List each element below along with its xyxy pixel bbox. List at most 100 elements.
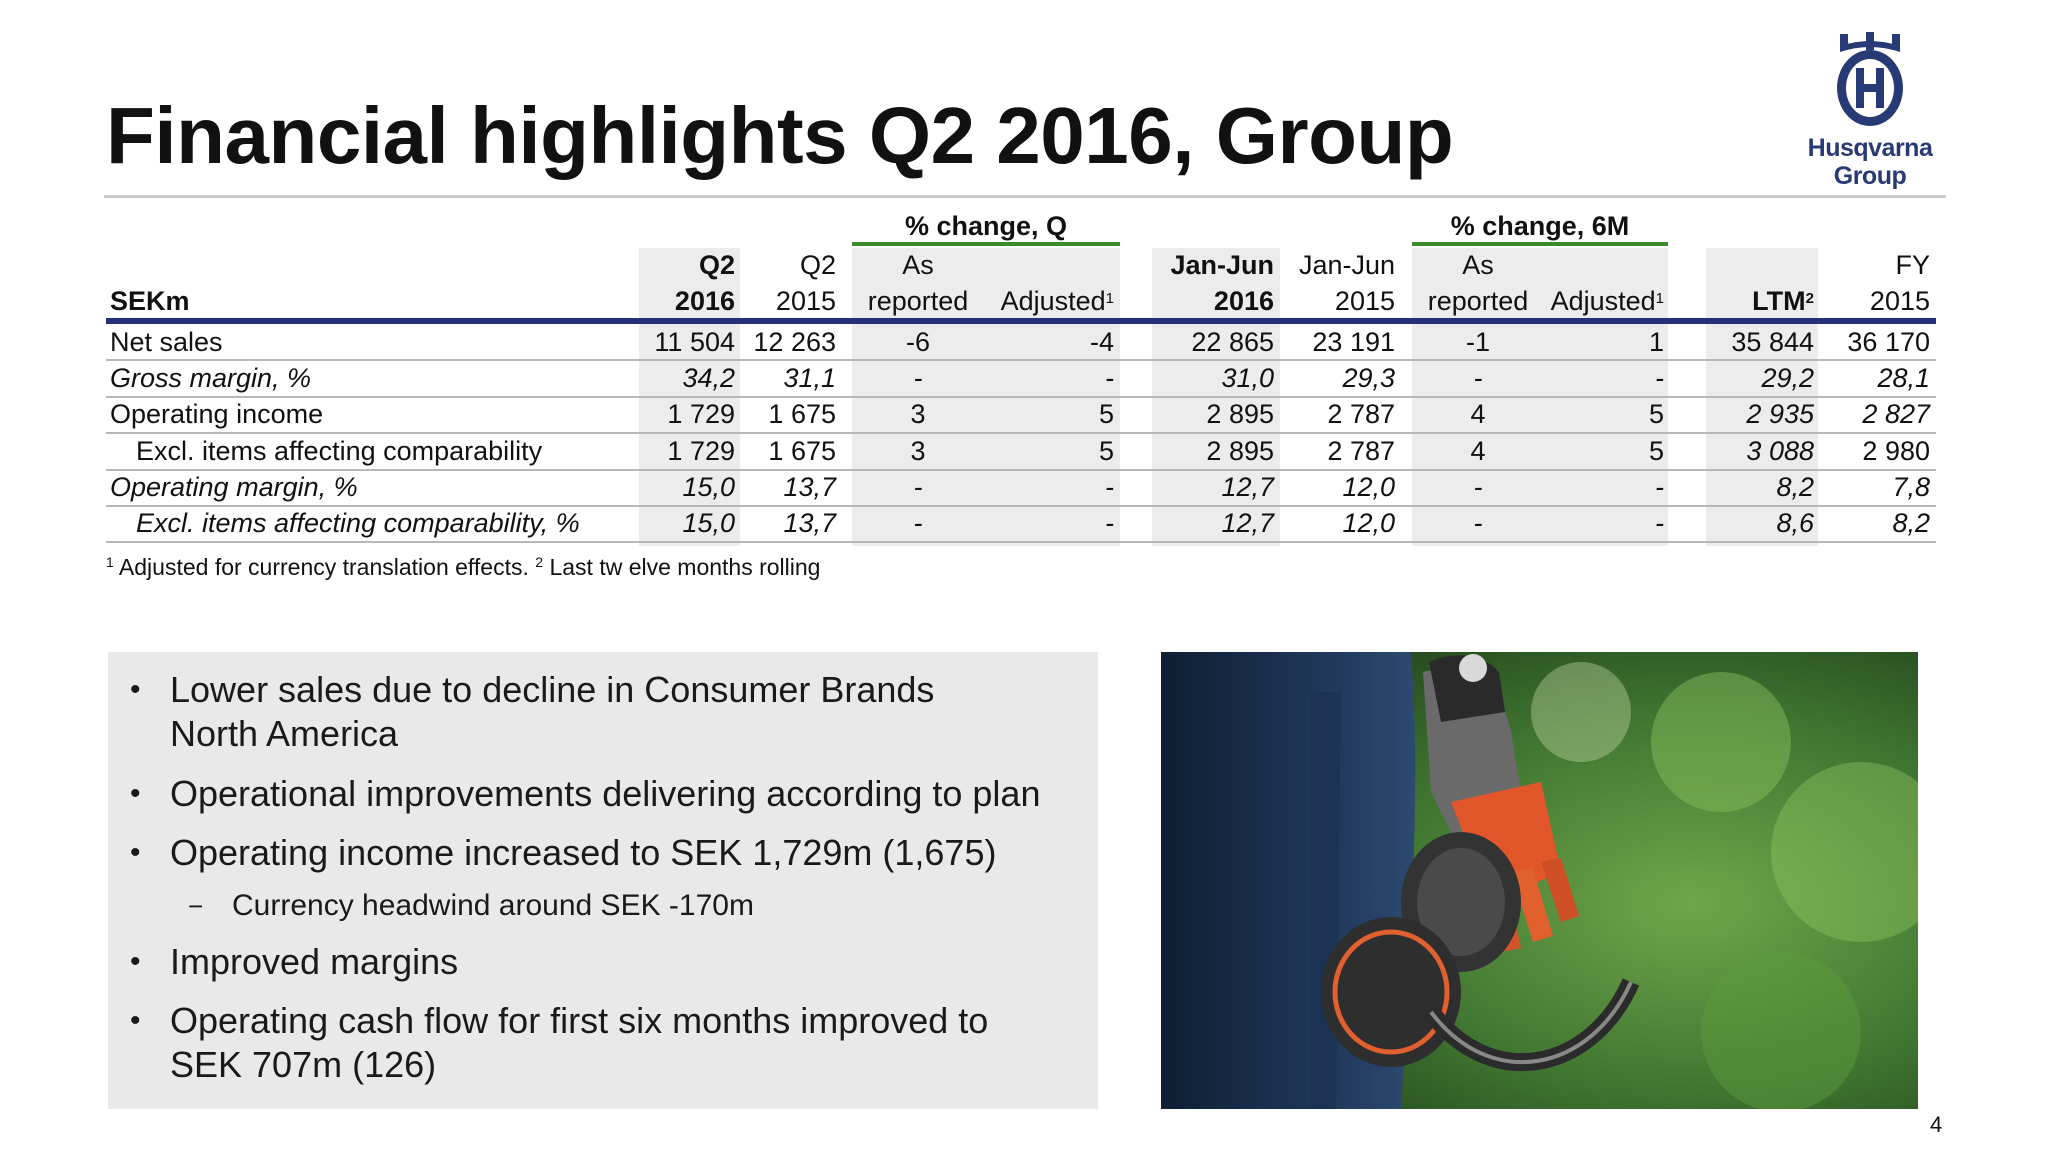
table-cell: - xyxy=(913,472,923,502)
table-cell: - xyxy=(1105,363,1114,393)
header-jj-2016-line1: Jan-Jun xyxy=(1170,250,1274,280)
table-cell: - xyxy=(1473,508,1483,538)
table-cell: - xyxy=(1105,472,1114,502)
table-cell: 31,1 xyxy=(783,363,836,393)
husqvarna-crown-h-icon xyxy=(1837,32,1903,126)
table-cell: 2 895 xyxy=(1206,436,1274,466)
table-cell: 35 844 xyxy=(1731,327,1814,357)
page-number: 4 xyxy=(1930,1112,1943,1137)
table-cell: 12 263 xyxy=(753,327,836,357)
header-6m-as-reported-line1: As xyxy=(1462,250,1494,280)
logo-text-group: Group xyxy=(1833,162,1907,190)
table-cell: 12,7 xyxy=(1221,508,1274,538)
table-cell: 2 827 xyxy=(1862,399,1930,429)
highlights-bullet-box: • Lower sales due to decline in Consumer… xyxy=(108,652,1098,1109)
bullet-dot-icon: • xyxy=(130,673,141,706)
header-q2-2016-line1: Q2 xyxy=(698,250,735,280)
table-cell: 15,0 xyxy=(682,508,735,538)
group-underline-q xyxy=(852,242,1120,246)
bullet-dot-icon: • xyxy=(130,777,141,810)
table-cell: 5 xyxy=(1648,436,1664,466)
table-cell: 3 xyxy=(910,399,926,429)
header-fy-2015-line2: 2015 xyxy=(1869,286,1930,316)
bullet-text: Lower sales due to decline in Consumer B… xyxy=(170,669,935,754)
header-unit-sekm: SEKm xyxy=(110,286,190,316)
bullet-text: Operational improvements delivering acco… xyxy=(170,773,1041,814)
sub-bullet-dash-icon: − xyxy=(188,891,204,921)
table-cell: 1 675 xyxy=(768,436,836,466)
table-cell: 2 980 xyxy=(1862,436,1930,466)
table-cell: 2 787 xyxy=(1327,436,1395,466)
group-header-q-change: % change, Q xyxy=(904,211,1068,241)
title-divider xyxy=(104,195,1946,198)
table-cell: 28,1 xyxy=(1877,363,1930,393)
header-q-as-reported-line1: As xyxy=(902,250,934,280)
row-separator xyxy=(106,432,1936,434)
table-cell: 12,0 xyxy=(1342,508,1395,538)
table-cell: 13,7 xyxy=(783,508,836,538)
group-underline-6m xyxy=(1412,242,1668,246)
row-label: Operating margin, % xyxy=(110,472,358,502)
table-cell: 5 xyxy=(1098,399,1114,429)
header-6m-as-reported-line2: reported xyxy=(1427,286,1529,316)
header-jj-2015-line2: 2015 xyxy=(1334,286,1395,316)
table-cell: 4 xyxy=(1470,436,1486,466)
table-cell: 1 729 xyxy=(667,436,735,466)
table-cell: 12,7 xyxy=(1221,472,1274,502)
header-jj-2015-line1: Jan-Jun xyxy=(1298,250,1395,280)
sub-bullet-text: Currency headwind around SEK -170m xyxy=(232,889,754,922)
table-cell: 22 865 xyxy=(1191,327,1274,357)
table-cell: -4 xyxy=(1089,327,1114,357)
table-cell: - xyxy=(913,508,923,538)
row-separator xyxy=(106,505,1936,507)
table-cell: 4 xyxy=(1470,399,1486,429)
row-label: Net sales xyxy=(110,327,223,357)
row-label: Excl. items affecting comparability, % xyxy=(136,508,580,538)
table-cell: 36 170 xyxy=(1847,327,1930,357)
table-cell: - xyxy=(913,363,923,393)
table-cell: 1 729 xyxy=(667,399,735,429)
row-label: Operating income xyxy=(110,399,324,429)
group-header-6m-change: % change, 6M xyxy=(1450,211,1630,241)
product-photo xyxy=(1161,652,1918,1109)
table-cell: 5 xyxy=(1098,436,1114,466)
header-q-adjusted: Adjusted1 xyxy=(1000,286,1114,316)
table-cell: 2 787 xyxy=(1327,399,1395,429)
table-cell: - xyxy=(1473,363,1483,393)
table-cell: - xyxy=(1655,472,1664,502)
table-cell: - xyxy=(1655,508,1664,538)
table-cell: 5 xyxy=(1648,399,1664,429)
table-cell: 29,3 xyxy=(1342,363,1395,393)
table-cell: 7,8 xyxy=(1892,472,1930,502)
header-q2-2016-line2: 2016 xyxy=(674,286,735,316)
row-separator xyxy=(106,541,1936,543)
table-cell: -1 xyxy=(1465,327,1490,357)
table-cell: 2 935 xyxy=(1746,399,1814,429)
table-footnote: 1 Adjusted for currency translation effe… xyxy=(106,554,821,580)
bullet-text: Operating cash flow for first six months… xyxy=(170,1000,989,1085)
table-cell: 12,0 xyxy=(1342,472,1395,502)
table-cell: 8,2 xyxy=(1892,508,1930,538)
header-ltm: LTM2 xyxy=(1752,286,1814,316)
table-cell: 8,6 xyxy=(1776,508,1814,538)
person-holding-gloves-and-ear-protection-photo xyxy=(1161,652,1918,1109)
row-separator xyxy=(106,359,1936,361)
table-cell: 2 895 xyxy=(1206,399,1274,429)
table-cell: 31,0 xyxy=(1221,363,1274,393)
table-cell: 1 xyxy=(1648,327,1664,357)
table-cell: 29,2 xyxy=(1761,363,1814,393)
header-fy-2015-line1: FY xyxy=(1895,250,1930,280)
table-cell: - xyxy=(1655,363,1664,393)
table-cell: 11 504 xyxy=(654,327,735,357)
row-label: Excl. items affecting comparability xyxy=(136,436,543,466)
table-cell: - xyxy=(1105,508,1114,538)
header-q2-2015-line1: Q2 xyxy=(799,250,836,280)
table-cell: 3 088 xyxy=(1746,436,1814,466)
header-q-as-reported-line2: reported xyxy=(867,286,969,316)
bullet-text: Improved margins xyxy=(170,941,459,982)
table-cell: 15,0 xyxy=(682,472,735,502)
bullet-dot-icon: • xyxy=(130,1004,141,1037)
header-q2-2015-line2: 2015 xyxy=(775,286,836,316)
table-cell: 1 675 xyxy=(768,399,836,429)
header-jj-2016-line2: 2016 xyxy=(1213,286,1274,316)
